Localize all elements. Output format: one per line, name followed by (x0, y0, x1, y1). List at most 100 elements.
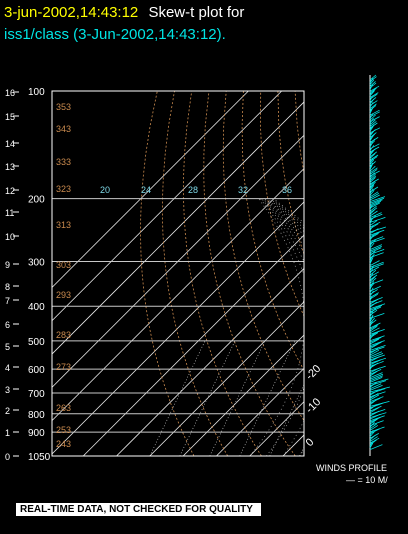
wind-barb (369, 185, 375, 191)
wind-barb (369, 377, 383, 383)
wind-barb (369, 245, 382, 252)
isotherm-line (52, 134, 304, 388)
wind-barb (369, 378, 389, 385)
wind-barb (369, 124, 375, 130)
wind-barb (369, 250, 376, 257)
height-tick-label: 6 (5, 320, 10, 330)
chart-subtitle: iss1/class (3-Jun-2002,14:43:12). (4, 26, 226, 43)
wind-barb (369, 327, 380, 334)
wind-barb (369, 402, 384, 409)
dry-adiabat-label: 293 (56, 290, 71, 300)
wind-barb (369, 274, 378, 281)
wind-barb (369, 220, 378, 226)
dry-adiabat-line (312, 91, 408, 456)
wind-barb (369, 173, 376, 180)
wind-barb (369, 225, 374, 231)
wind-barb (369, 90, 375, 97)
wind-barb (369, 345, 386, 351)
pressure-tick-label: 300 (28, 258, 45, 269)
isotherm-line (182, 334, 304, 456)
isotherm-line (383, 91, 408, 456)
height-tick-label: 8 (5, 282, 10, 292)
wind-barb (369, 181, 376, 188)
wind-barb (369, 415, 385, 422)
wind-barb (369, 132, 377, 138)
wind-barb (369, 388, 386, 394)
dry-adiabat-line (222, 91, 304, 422)
wind-barb (369, 167, 378, 174)
wind-barb (369, 159, 375, 166)
wind-barb (369, 303, 386, 310)
height-tick-label: 7 (5, 296, 10, 306)
mixing-ratio-label: 20 (100, 185, 110, 195)
dry-adiabat-line (203, 91, 296, 456)
wind-barb (369, 306, 382, 313)
wind-barb (369, 290, 374, 297)
dry-adiabat-label: 273 (56, 362, 71, 372)
isotherm-line (350, 91, 408, 456)
wind-barb (369, 321, 373, 327)
moist-adiabat-line (265, 198, 304, 241)
isotherm-line (116, 267, 304, 456)
wind-barb (369, 314, 374, 321)
wind-barb (369, 341, 382, 348)
height-tick-label: 15 (5, 112, 15, 122)
dry-adiabat-line (183, 91, 262, 456)
height-tick-label: 5 (5, 342, 10, 352)
height-tick-label: 10 (5, 232, 15, 242)
wind-barb (369, 244, 383, 250)
wind-barb (369, 418, 378, 425)
temperature-tick-label: -10 (304, 396, 324, 416)
wind-barb (369, 121, 377, 127)
wind-barb (369, 175, 377, 182)
wind-barb (369, 242, 375, 249)
wind-barb (369, 103, 377, 110)
wind-barb (369, 399, 377, 406)
wind-barb (369, 218, 373, 225)
wind-barb (369, 410, 380, 417)
wind-barb (369, 338, 380, 345)
height-tick-label: 14 (5, 139, 15, 149)
mixing-ratio-line (269, 383, 304, 456)
grid-lines (52, 91, 408, 456)
wind-barb (369, 330, 380, 337)
wind-barb (369, 261, 384, 268)
wind-barb (369, 434, 376, 441)
wind-barb (369, 170, 380, 177)
wind-barb (369, 207, 378, 214)
dry-adiabat-label: 313 (56, 220, 71, 230)
wind-barb (369, 389, 379, 396)
wind-barb (369, 295, 373, 301)
wind-barb (369, 258, 373, 265)
wind-barb (369, 441, 373, 447)
pressure-tick-label: 400 (28, 302, 45, 313)
wind-barb (369, 335, 385, 342)
wind-barb (369, 89, 376, 95)
wind-barb (369, 370, 378, 377)
wind-barb (369, 114, 376, 121)
mixing-ratio-line (239, 340, 296, 456)
wind-barb (369, 407, 379, 414)
wind-barb (369, 316, 374, 322)
wind-barb (369, 169, 378, 175)
wind-barb (369, 287, 374, 294)
wind-barb (369, 226, 386, 233)
dry-adiabat-line (140, 91, 195, 456)
wind-barb (369, 209, 376, 215)
height-tick-label: 16 (5, 88, 15, 98)
height-tick-label: 11 (5, 208, 14, 218)
pressure-tick-label: 500 (28, 337, 45, 348)
moist-adiabat-line (249, 198, 304, 456)
wind-barb (369, 109, 380, 116)
wind-barb (369, 324, 379, 330)
pressure-tick-label: 600 (28, 365, 45, 376)
wind-barb (369, 74, 377, 81)
wind-barb (369, 391, 386, 398)
height-tick-label: 1 (5, 428, 10, 438)
dry-adiabat-line (381, 91, 408, 456)
dry-adiabat-label: 243 (56, 439, 71, 449)
temperature-tick-label: -20 (304, 363, 324, 383)
wind-barb (369, 337, 382, 343)
isotherm-line (216, 367, 304, 456)
wind-barb (369, 442, 374, 449)
